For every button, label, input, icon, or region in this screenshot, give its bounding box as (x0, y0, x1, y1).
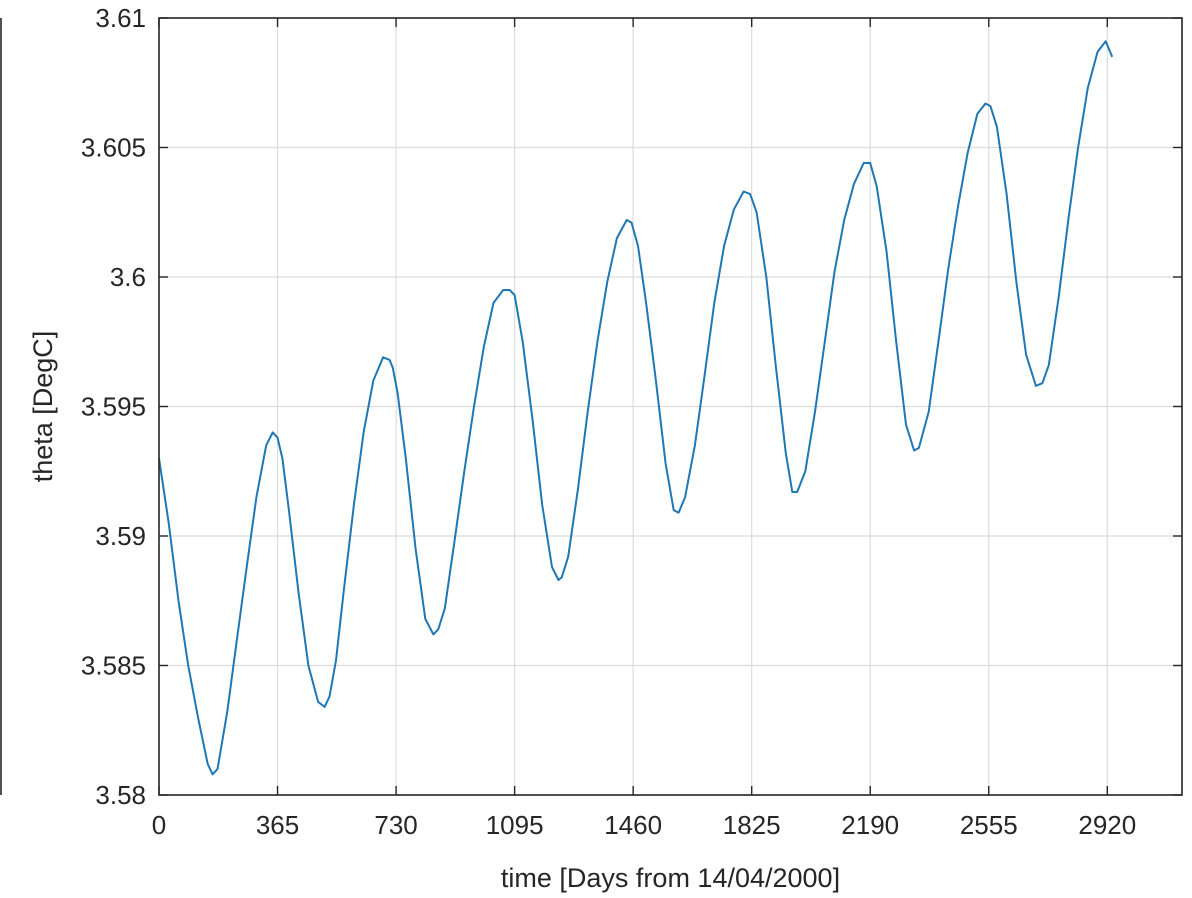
x-tick-label: 2190 (841, 810, 899, 840)
y-tick-label: 3.605 (81, 133, 146, 163)
y-tick-label: 3.6 (110, 262, 146, 292)
x-tick-labels: 0 365 730 1095 1460 1825 2190 2555 2920 (152, 810, 1136, 840)
x-tick-label: 1095 (486, 810, 544, 840)
x-tick-label: 0 (152, 810, 166, 840)
x-tick-label: 365 (256, 810, 299, 840)
x-tick-label: 1825 (723, 810, 781, 840)
y-tick-label: 3.59 (95, 521, 146, 551)
y-axis-label: theta [DegC] (28, 331, 58, 483)
x-tick-label: 2555 (960, 810, 1018, 840)
y-tick-label: 3.585 (81, 651, 146, 681)
series-group (158, 40, 1114, 776)
ticks (158, 17, 1182, 796)
x-tick-label: 730 (374, 810, 417, 840)
y-tick-label: 3.61 (95, 3, 146, 33)
y-tick-labels: 3.58 3.585 3.59 3.595 3.6 3.605 3.61 (81, 3, 146, 810)
x-tick-label: 2920 (1078, 810, 1136, 840)
x-tick-label: 1460 (604, 810, 662, 840)
series-line (158, 40, 1114, 776)
y-tick-label: 3.595 (81, 392, 146, 422)
y-tick-label: 3.58 (95, 780, 146, 810)
x-axis-label: time [Days from 14/04/2000] (501, 863, 840, 893)
